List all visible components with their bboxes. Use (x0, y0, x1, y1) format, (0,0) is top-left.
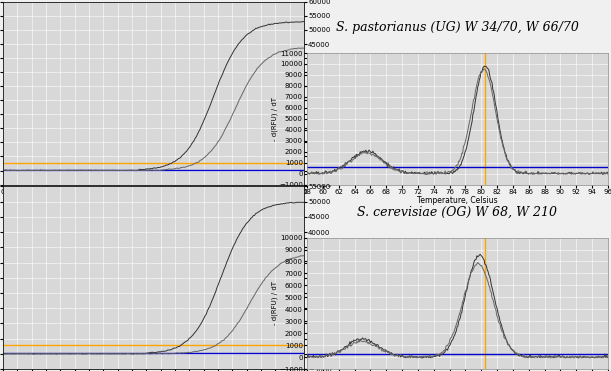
Y-axis label: - d(RFU) / dT: - d(RFU) / dT (271, 281, 277, 325)
X-axis label: Temperature, Celsius: Temperature, Celsius (417, 196, 498, 205)
Text: S. cerevisiae (OG) W 68, W 210: S. cerevisiae (OG) W 68, W 210 (357, 206, 557, 219)
Y-axis label: - d(RFU) / dT: - d(RFU) / dT (271, 97, 277, 141)
X-axis label: Cycle: Cycle (143, 196, 164, 205)
Text: S. pastorianus (UG) W 34/70, W 66/70: S. pastorianus (UG) W 34/70, W 66/70 (336, 21, 579, 34)
